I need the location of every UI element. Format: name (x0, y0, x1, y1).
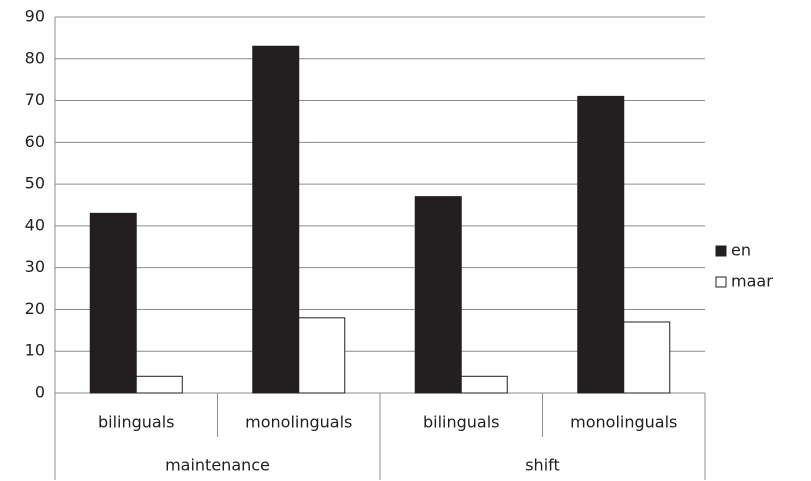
bar (460, 375, 508, 394)
bar (298, 317, 346, 394)
x-tick-label: bilinguals (423, 413, 500, 432)
y-tick-label: 70 (25, 90, 45, 109)
legend-label: maar (731, 272, 773, 291)
y-tick-label: 30 (25, 257, 45, 276)
y-tick-label: 90 (25, 7, 45, 26)
bar (623, 321, 671, 394)
x-tick-label: monolinguals (570, 413, 677, 432)
legend-label: en (731, 241, 751, 260)
legend-swatch (715, 276, 727, 288)
y-tick-label: 10 (25, 341, 45, 360)
bar (577, 95, 625, 394)
y-tick-label: 0 (35, 383, 45, 402)
y-tick-label: 80 (25, 48, 45, 67)
bar (89, 212, 137, 394)
y-tick-label: 60 (25, 132, 45, 151)
bar (135, 375, 183, 394)
group-label: maintenance (165, 456, 270, 475)
x-tick-label: bilinguals (98, 413, 175, 432)
bar (252, 45, 300, 394)
y-tick-label: 50 (25, 174, 45, 193)
bar (414, 196, 462, 394)
group-label: shift (525, 456, 560, 475)
y-tick-label: 20 (25, 299, 45, 318)
y-tick-label: 40 (25, 215, 45, 234)
legend-swatch (715, 245, 727, 257)
x-tick-label: monolinguals (245, 413, 352, 432)
